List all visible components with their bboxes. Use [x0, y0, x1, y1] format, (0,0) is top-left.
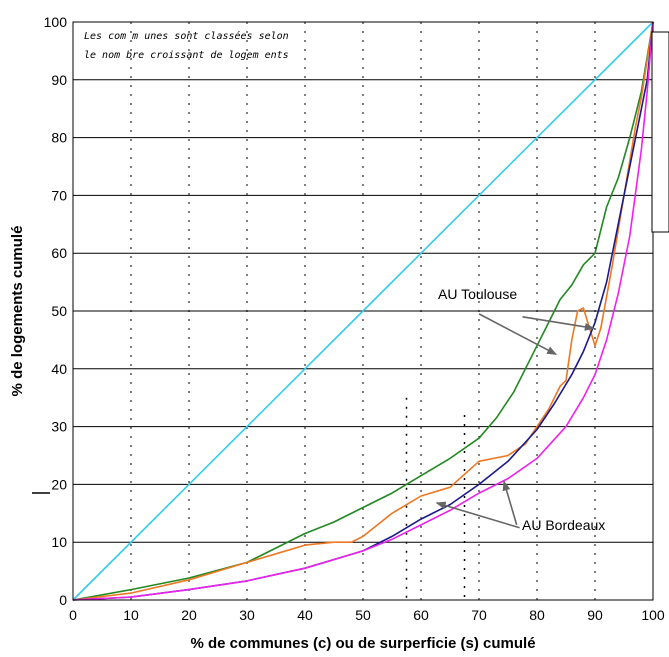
- note-line-2: le nom bre croissant de logem ents: [84, 50, 289, 61]
- y-tick-label: 100: [44, 14, 68, 30]
- series-line-0: [72, 21, 654, 601]
- x-axis-title: % de communes (c) ou de surperficie (s) …: [190, 635, 535, 652]
- x-tick-label: 60: [413, 607, 429, 623]
- callout-arrows: [435, 313, 595, 529]
- x-tick-label: 70: [471, 607, 487, 623]
- legend-box: [651, 31, 669, 233]
- note-line-1: Les com m unes sont classées selon: [84, 30, 289, 42]
- y-tick-label: 90: [51, 72, 67, 88]
- series-layer: [72, 21, 654, 601]
- x-tick-label: 100: [641, 607, 665, 623]
- tick-labels: 0 10 20 30 40 50 60 70 80 90 100 0 10 20 30 40 50 60 70 80 9…: [44, 14, 665, 623]
- series-line-4: [72, 21, 654, 601]
- callout-toulouse-label: AU Toulouse: [438, 286, 517, 302]
- y-tick-label: 60: [51, 245, 67, 261]
- y-tick-label: 80: [51, 130, 67, 146]
- x-tick-label: 80: [529, 607, 545, 623]
- callout-arrow-1: [522, 315, 595, 331]
- y-tick-label: 0: [59, 592, 67, 608]
- callout-arrow-2: [502, 480, 518, 526]
- y-tick-label: 20: [51, 476, 67, 492]
- x-tick-label: 90: [587, 607, 603, 623]
- y-tick-label: 30: [51, 419, 67, 435]
- x-tick-label: 0: [69, 607, 77, 623]
- x-tick-label: 50: [355, 607, 371, 623]
- x-tick-label: 40: [297, 607, 313, 623]
- y-axis-title: % de logements cumulé: [9, 226, 26, 397]
- callout-arrow-0: [478, 313, 558, 356]
- series-line-2: [72, 21, 654, 601]
- x-tick-label: 10: [123, 607, 139, 623]
- plot-frame: [72, 21, 654, 601]
- callout-bordeaux-label: AU Bordeaux: [522, 517, 605, 533]
- y-tick-label: 10: [51, 534, 67, 550]
- y-tick-label: 70: [51, 187, 67, 203]
- x-tick-label: 20: [181, 607, 197, 623]
- callout-arrow-3: [435, 501, 520, 529]
- y-tick-label: 50: [51, 303, 67, 319]
- series-line-1: [72, 21, 654, 601]
- x-tick-label: 30: [239, 607, 255, 623]
- y-tick-label: 40: [51, 361, 67, 377]
